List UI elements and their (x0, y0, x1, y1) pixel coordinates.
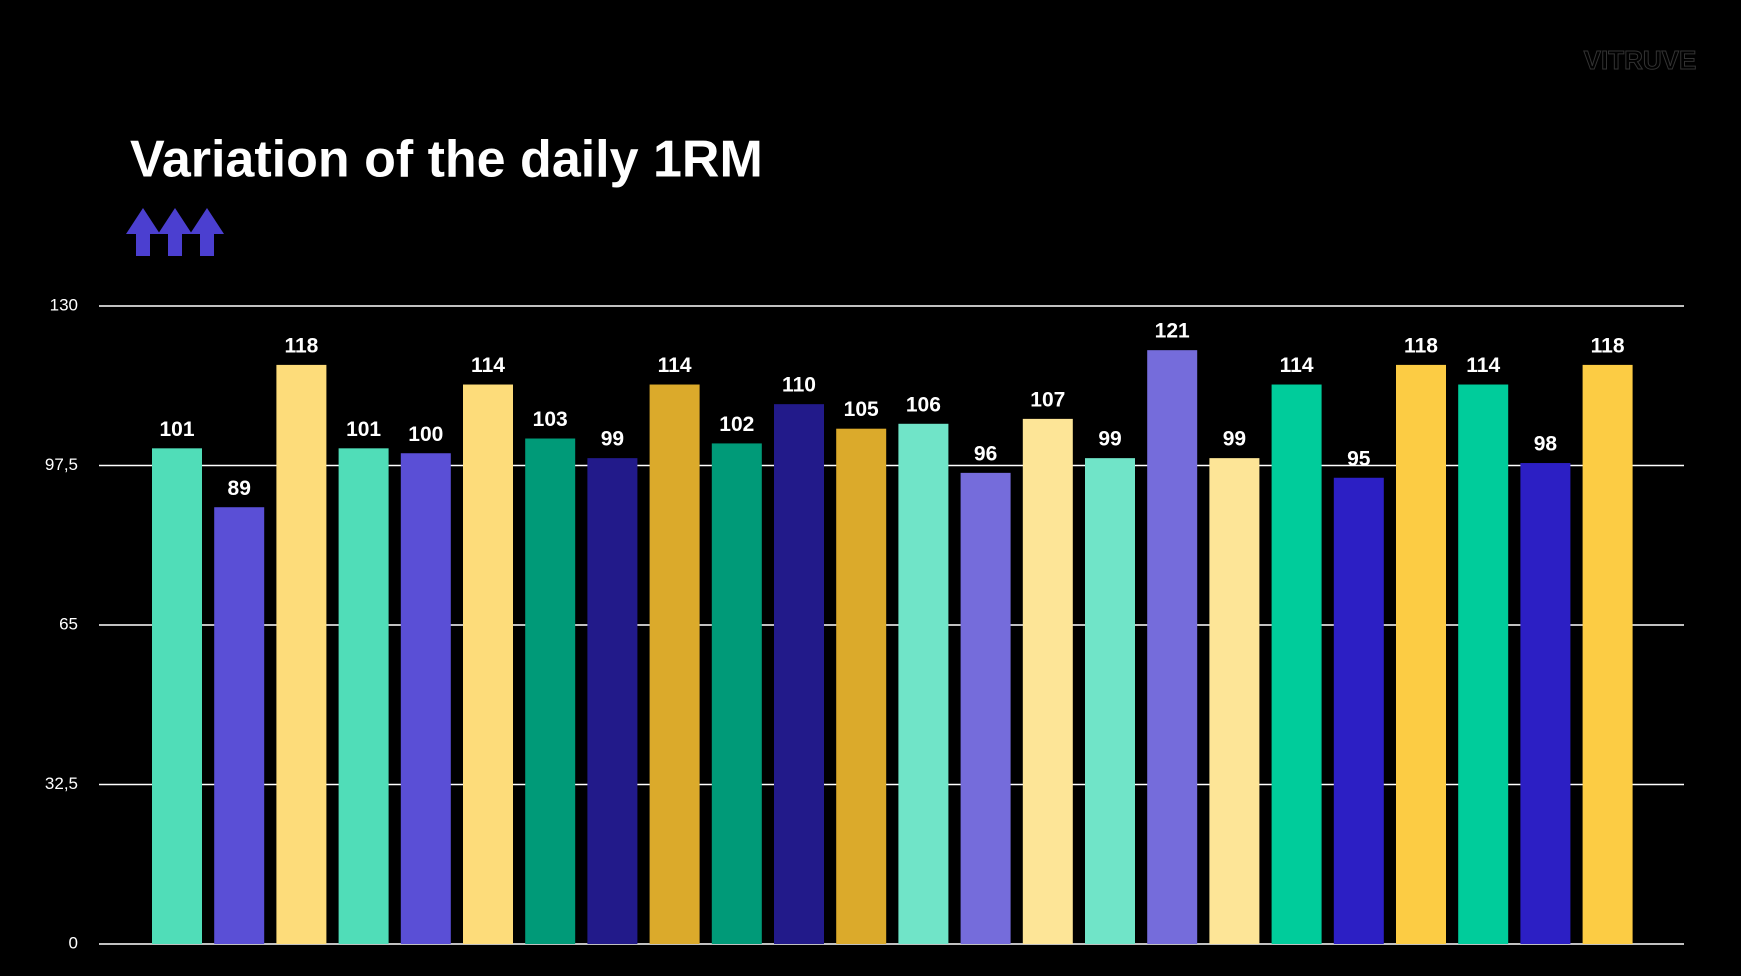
bar (836, 428, 887, 944)
bar (1582, 364, 1633, 944)
bar (276, 364, 327, 944)
bar (525, 438, 576, 944)
bar (1333, 477, 1384, 944)
bar (400, 453, 451, 944)
value-label: 114 (1280, 354, 1314, 377)
bar (587, 458, 638, 944)
value-label: 95 (1347, 447, 1371, 470)
bar (1458, 384, 1509, 944)
bar (463, 384, 513, 944)
y-tick-label: 0 (69, 933, 78, 952)
bar (1022, 418, 1073, 944)
value-label: 99 (1098, 428, 1121, 451)
bar (711, 443, 762, 944)
value-label: 110 (782, 374, 816, 397)
value-label: 98 (1534, 433, 1558, 456)
value-label: 100 (408, 423, 443, 446)
y-tick-label: 32,5 (45, 774, 78, 793)
logo: VITRUVE (1584, 45, 1697, 75)
bar (1085, 458, 1135, 944)
y-tick-label: 97,5 (45, 455, 78, 474)
bar (338, 448, 389, 944)
arrows-icon (126, 208, 224, 256)
value-label: 99 (601, 428, 624, 451)
value-label: 107 (1030, 388, 1065, 411)
bar (1520, 463, 1571, 944)
value-label: 96 (974, 442, 997, 465)
bar (1147, 350, 1198, 945)
bar (152, 448, 202, 944)
bar (649, 384, 700, 944)
value-label: 103 (533, 408, 568, 431)
bar (1209, 458, 1260, 944)
y-tick-label: 65 (59, 614, 78, 633)
value-label: 114 (471, 354, 505, 377)
value-label: 118 (1591, 334, 1625, 357)
value-label: 102 (719, 413, 754, 436)
y-tick-label: 130 (50, 295, 78, 314)
value-label: 114 (1466, 354, 1500, 377)
value-label: 101 (159, 418, 194, 441)
bar (1396, 364, 1446, 944)
bar (774, 404, 824, 945)
chart-title: Variation of the daily 1RM (130, 131, 763, 189)
value-label: 101 (346, 418, 381, 441)
bar (960, 472, 1011, 944)
value-label: 121 (1155, 320, 1190, 343)
value-label: 105 (844, 398, 879, 421)
value-label: 89 (228, 477, 251, 500)
value-label: 99 (1223, 428, 1246, 451)
bar (1271, 384, 1322, 944)
value-label: 118 (284, 334, 318, 357)
value-label: 114 (658, 354, 692, 377)
bar (898, 423, 949, 944)
bar (214, 507, 265, 944)
value-label: 118 (1404, 334, 1438, 357)
value-label: 106 (906, 393, 941, 416)
